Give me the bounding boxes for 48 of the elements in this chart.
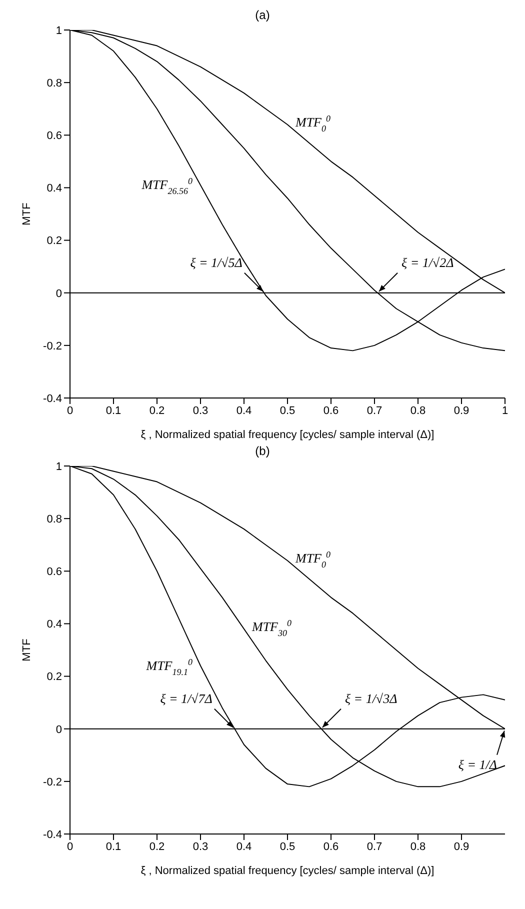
y-axis-title: MTF bbox=[20, 202, 33, 226]
y-tick-label: -0.4 bbox=[43, 828, 62, 841]
x-tick-label: 0.2 bbox=[149, 404, 165, 417]
x-tick-label: 0.5 bbox=[280, 840, 296, 853]
y-tick-label: 0.8 bbox=[46, 513, 62, 526]
x-tick-label: 0.6 bbox=[323, 840, 339, 853]
x-tick-label: 0.3 bbox=[192, 840, 208, 853]
annotation: ξ = 1/√3Δ bbox=[344, 690, 398, 706]
annotation: ξ = 1/√5Δ bbox=[190, 254, 243, 270]
y-tick-label: 1 bbox=[56, 460, 62, 473]
y-tick-label: 0.2 bbox=[46, 235, 62, 248]
x-tick-label: 1 bbox=[502, 404, 508, 417]
x-tick-label: 0.7 bbox=[366, 404, 382, 417]
x-tick-label: 0 bbox=[66, 404, 74, 417]
x-tick-label: 0.9 bbox=[454, 840, 470, 853]
y-axis-title: MTF bbox=[20, 638, 33, 662]
y-tick-label: -0.4 bbox=[43, 392, 62, 405]
chart-title: (b) bbox=[254, 444, 271, 460]
y-tick-label: 0 bbox=[56, 724, 62, 736]
x-tick-label: 0.1 bbox=[106, 840, 122, 853]
x-tick-label: 0.8 bbox=[410, 404, 426, 417]
annotation: ξ = 1/√2Δ bbox=[402, 254, 454, 270]
x-tick-label: 0.5 bbox=[280, 404, 296, 417]
x-axis-title: ξ , Normalized spatial frequency [cycles/ sample interval (Δ)] bbox=[140, 429, 434, 441]
x-tick-label: 0.2 bbox=[149, 840, 165, 853]
x-tick-label: 0.7 bbox=[366, 840, 382, 853]
x-tick-label: 0.1 bbox=[106, 404, 122, 417]
x-axis-title: ξ , Normalized spatial frequency [cycles/ sample interval (Δ)] bbox=[140, 865, 434, 877]
y-tick-label: 0 bbox=[56, 288, 62, 300]
x-tick-label: 0.9 bbox=[454, 404, 470, 417]
x-tick-label: 0.8 bbox=[410, 840, 426, 853]
chart-title: (a) bbox=[254, 8, 271, 24]
x-tick-label: 0.3 bbox=[192, 404, 208, 417]
annotation: ξ = 1/Δ bbox=[458, 756, 498, 772]
y-tick-label: 0.6 bbox=[46, 566, 62, 578]
x-tick-label: 0.6 bbox=[323, 404, 339, 417]
y-tick-label: -0.2 bbox=[43, 340, 62, 352]
annotation: ξ = 1/√7Δ bbox=[160, 690, 213, 706]
x-tick-label: 0.4 bbox=[236, 840, 252, 853]
y-tick-label: 0.8 bbox=[46, 77, 62, 90]
y-tick-label: 0.6 bbox=[46, 130, 62, 142]
y-tick-label: 0.2 bbox=[46, 671, 62, 684]
y-tick-label: 1 bbox=[56, 24, 62, 37]
x-tick-label: 0.4 bbox=[236, 404, 252, 417]
x-tick-label: 0 bbox=[66, 840, 74, 853]
y-tick-label: 0.4 bbox=[46, 182, 62, 195]
y-tick-label: -0.2 bbox=[43, 776, 62, 788]
y-tick-label: 0.4 bbox=[46, 618, 62, 631]
